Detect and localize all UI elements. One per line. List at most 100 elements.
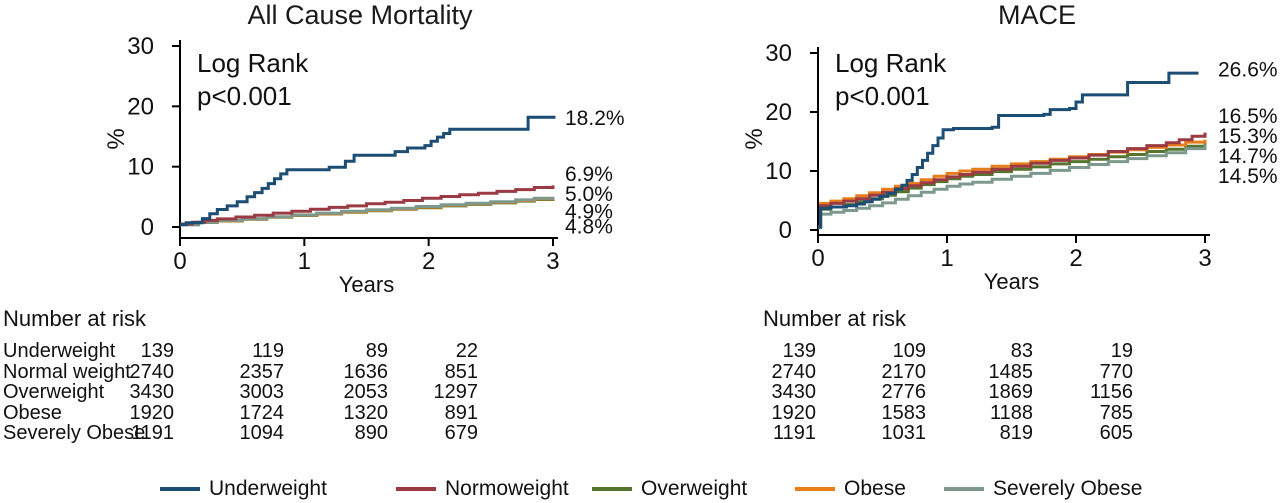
risk-cell: 2740 [129,360,175,383]
legend-item-obese: Obese [795,477,906,501]
risk-cell: 1297 [433,381,479,404]
risk-cell: 89 [365,340,388,362]
x-tick-label: 3 [1198,245,1211,272]
risk-row: Severely Obese 1191 1094 890 679 [0,423,1280,444]
x-tick-label: 3 [546,248,559,275]
risk-cell: 1724 [239,401,285,424]
risk-cell: 1188 [989,401,1033,424]
x-tick-label: 0 [173,248,186,275]
risk-cell: 83 [1010,340,1033,362]
end-value-label: 4.8% [565,215,613,238]
risk-cell: 891 [444,401,478,424]
legend-label: Underweight [209,477,327,500]
risk-cell: 2053 [343,381,389,404]
risk-row: 1191 1031 819 605 [0,423,1280,444]
log-rank-annotation: p<0.001 [835,81,930,111]
legend-swatch-icon [160,487,200,491]
series-normoweight [180,185,555,226]
risk-cell: 22 [455,340,478,362]
legend-item-normoweight: Normoweight [396,477,569,501]
risk-row: 2740 2170 1485 770 [0,360,1280,383]
risk-cell: 139 [782,340,816,362]
end-value-label: 4.9% [565,201,613,224]
risk-cell: 890 [354,422,388,445]
legend-item-severely-obese: Severely Obese [944,477,1142,501]
series-normoweight [818,132,1207,228]
risk-row-label: Normal weight [3,360,131,383]
risk-cell: 3430 [129,381,175,404]
y-tick-label: 10 [127,154,154,181]
x-axis-title: Years [984,269,1039,294]
right-chart-title: MACE [997,0,1076,30]
risk-cell: 1583 [881,401,927,424]
risk-cell: 19 [1110,340,1133,362]
y-tick-label: 0 [779,217,792,244]
risk-cell: 119 [252,340,284,362]
y-tick-label: 20 [127,93,154,120]
end-value-label: 6.9% [565,163,613,186]
y-axis-title: % [741,128,768,149]
risk-row: Overweight 3430 3003 2053 1297 [0,382,1280,403]
risk-row: 1920 1583 1188 785 [0,403,1280,424]
risk-cell: 785 [1099,401,1133,424]
legend-label: Severely Obese [993,477,1143,500]
risk-row-label: Obese [3,401,62,424]
end-value-label: 16.5% [1218,105,1278,128]
risk-cell: 109 [892,340,926,362]
y-tick-label: 30 [127,33,154,60]
risk-row: 139 109 83 19 [0,341,1280,362]
risk-cell: 2776 [881,381,927,404]
legend-swatch-icon [944,487,984,491]
log-rank-annotation: Log Rank [197,48,309,78]
y-tick-label: 0 [141,214,154,241]
log-rank-annotation: Log Rank [835,48,947,78]
y-tick-label: 10 [765,158,792,185]
risk-cell: 1869 [988,381,1034,404]
risk-cell: 1031 [881,422,927,445]
risk-cell: 1191 [772,422,816,445]
x-tick-label: 2 [422,248,435,275]
risk-row-label: Underweight [3,340,116,362]
risk-cell: 1320 [343,401,389,424]
risk-cell: 605 [1099,422,1133,445]
risk-cell: 1191 [130,422,174,445]
risk-cell: 851 [444,360,478,383]
series-severely-obese [818,144,1207,230]
risk-cell: 1920 [771,401,817,424]
end-value-label: 5.0% [565,183,613,206]
risk-cell: 3003 [239,381,285,404]
legend-swatch-icon [592,487,632,491]
risk-cell: 770 [1099,360,1133,383]
y-axis-title: % [103,128,130,149]
risk-cell: 1920 [129,401,175,424]
end-value-label: 14.7% [1218,145,1278,168]
log-rank-annotation: p<0.001 [197,81,292,111]
end-value-label: 18.2% [565,107,625,130]
risk-cell: 679 [444,422,478,445]
risk-cell: 2740 [771,360,817,383]
x-tick-label: 0 [811,245,824,272]
series-underweight [818,71,1199,229]
y-tick-label: 30 [765,40,792,67]
x-axis-title: Years [339,272,394,297]
legend-item-underweight: Underweight [160,477,327,501]
legend-label: Normoweight [445,477,569,500]
right-number-at-risk-header: Number at risk [763,306,907,331]
legend-swatch-icon [795,487,835,491]
x-tick-label: 1 [940,245,953,272]
legend-item-overweight: Overweight [592,477,747,501]
end-value-label: 26.6% [1218,58,1278,81]
risk-cell: 1156 [1089,381,1133,404]
series-underweight [180,115,556,227]
legend-label: Obese [844,477,906,500]
risk-row: Normal weight 2740 2357 1636 851 [0,360,1280,383]
risk-cell: 819 [999,422,1033,445]
risk-cell: 139 [140,340,174,362]
risk-cell: 1485 [988,360,1034,383]
risk-row: Obese 1920 1724 1320 891 [0,403,1280,424]
legend-label: Overweight [641,477,748,500]
end-value-label: 15.3% [1218,125,1278,148]
risk-cell: 3430 [771,381,817,404]
